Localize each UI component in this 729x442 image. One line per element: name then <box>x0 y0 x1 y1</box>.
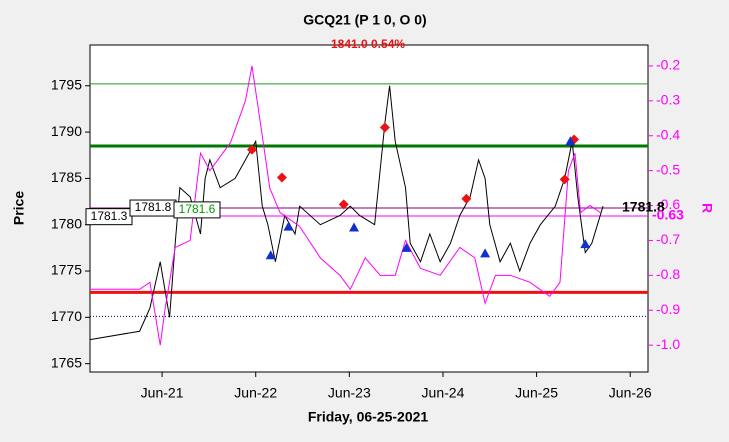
triangle-marker <box>480 248 491 258</box>
triangle-marker <box>401 242 412 252</box>
last-value-label: -0.63 <box>652 207 684 223</box>
y-tick-label: 1785 <box>51 169 82 185</box>
x-tick-label: Jun-23 <box>328 385 371 401</box>
x-tick-label: Jun-25 <box>515 385 558 401</box>
x-axis-label: Friday, 06-25-2021 <box>308 409 429 425</box>
diamond-marker <box>338 199 349 210</box>
y2-tick-label: -0.4 <box>656 126 680 142</box>
y2-tick-label: -0.6 <box>656 196 680 212</box>
diamond-marker <box>559 174 570 185</box>
chart-title: GCQ21 (P 1 0, O 0) <box>303 12 426 28</box>
y-axis-label: Price <box>11 191 27 225</box>
x-tick-label: Jun-24 <box>422 385 465 401</box>
triangle-marker <box>265 250 276 260</box>
x-tick-label: Jun-22 <box>234 385 277 401</box>
subtitle: 1841.0 0.54% <box>331 37 405 51</box>
price-label-box <box>173 201 221 219</box>
diamond-marker <box>379 122 390 133</box>
y2-axis-label: R <box>699 203 715 213</box>
y2-tick-label: -0.8 <box>656 266 680 282</box>
y-tick-label: 1780 <box>51 215 82 231</box>
y2-tick-label: -0.5 <box>656 161 680 177</box>
price-label: 1781.3 <box>91 209 128 223</box>
y2-tick-label: -0.2 <box>656 57 680 73</box>
y2-tick-label: -0.3 <box>656 92 680 108</box>
y-tick-label: 1775 <box>51 262 82 278</box>
triangle-marker <box>349 222 360 232</box>
diamond-marker <box>461 193 472 204</box>
y2-tick-label: -0.9 <box>656 301 680 317</box>
triangle-marker <box>565 136 576 146</box>
diamond-marker <box>276 172 287 183</box>
y2-tick-label: -1.0 <box>656 336 680 352</box>
y-tick-label: 1770 <box>51 308 82 324</box>
price-label: 1781.6 <box>179 202 216 216</box>
last-value-label: 1781.8 <box>622 199 665 215</box>
x-tick-label: Jun-26 <box>609 385 652 401</box>
triangle-marker <box>580 239 591 249</box>
y-tick-label: 1765 <box>51 354 82 370</box>
y-tick-label: 1795 <box>51 76 82 92</box>
y2-tick-label: -0.7 <box>656 231 680 247</box>
triangle-marker <box>283 221 294 231</box>
y-tick-label: 1790 <box>51 123 82 139</box>
series-line <box>90 65 601 346</box>
diamond-marker <box>246 144 257 155</box>
x-tick-label: Jun-21 <box>141 385 184 401</box>
price-label-box <box>85 208 133 226</box>
price-label: 1781.8 <box>135 200 172 214</box>
